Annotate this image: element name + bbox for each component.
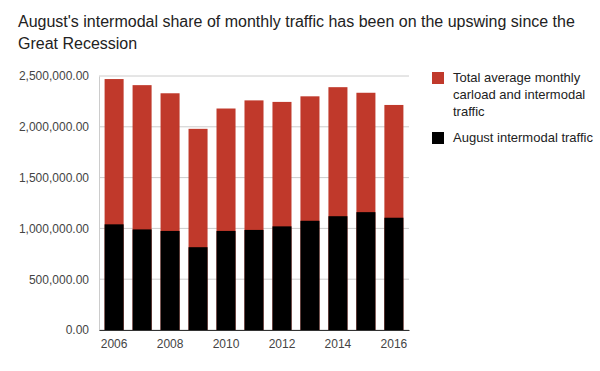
bar xyxy=(217,109,236,330)
x-tick-label: 2016 xyxy=(381,337,408,351)
bar xyxy=(244,230,263,330)
bars xyxy=(105,79,404,330)
bar xyxy=(300,96,319,330)
bar xyxy=(133,229,152,330)
bar xyxy=(105,224,124,330)
y-tick-label: 0.00 xyxy=(66,323,90,337)
x-axis-line xyxy=(100,330,410,331)
x-tick-label: 2014 xyxy=(325,337,352,351)
bar xyxy=(161,93,180,330)
legend-label: August intermodal traffic xyxy=(453,130,593,145)
bar xyxy=(244,100,263,330)
bar xyxy=(356,212,375,330)
y-tick: 2,000,000.00 xyxy=(19,120,99,134)
y-tick: 2,500,000.00 xyxy=(19,69,99,83)
x-tick-label: 2012 xyxy=(269,337,296,351)
bar xyxy=(384,218,403,330)
y-tick-label: 500,000.00 xyxy=(29,273,89,287)
x-tick-label: 2006 xyxy=(101,337,128,351)
legend-label: Total average monthlycarload and intermo… xyxy=(453,70,585,119)
bar xyxy=(272,102,291,330)
chart: August's intermodal share of monthly tra… xyxy=(0,0,600,371)
grid xyxy=(99,76,409,330)
y-axis-line xyxy=(99,77,100,331)
legend-swatch xyxy=(432,132,444,144)
x-tick: 2010 xyxy=(213,330,240,351)
y-tick: 1,000,000.00 xyxy=(19,222,99,236)
y-axis: 0.00 500,000.00 1,000,000.00 1,500,000.00 2,… xyxy=(19,69,100,337)
x-tick: 2014 xyxy=(325,330,352,351)
x-tick: 2008 xyxy=(157,330,184,351)
grid-line xyxy=(99,76,409,77)
plot: 0.00 500,000.00 1,000,000.00 1,500,000.00 2,… xyxy=(19,69,410,350)
y-tick: 1,500,000.00 xyxy=(19,171,99,185)
bar xyxy=(328,216,347,330)
y-tick-label: 2,500,000.00 xyxy=(19,69,89,83)
x-tick-label: 2010 xyxy=(213,337,240,351)
x-tick: 2006 xyxy=(101,330,128,351)
y-tick-label: 1,500,000.00 xyxy=(19,171,89,185)
title: August's intermodal share of monthly tra… xyxy=(18,13,575,52)
bar xyxy=(133,85,152,330)
bar xyxy=(300,221,319,330)
x-tick: 2016 xyxy=(381,330,408,351)
bar xyxy=(217,231,236,330)
series xyxy=(105,212,404,330)
bar xyxy=(328,87,347,330)
y-tick-label: 1,000,000.00 xyxy=(19,222,89,236)
bar xyxy=(189,247,208,330)
x-tick-label: 2008 xyxy=(157,337,184,351)
y-tick: 0.00 xyxy=(66,323,99,337)
bar xyxy=(356,93,375,330)
bar xyxy=(161,231,180,330)
series xyxy=(105,79,404,330)
y-tick-label: 2,000,000.00 xyxy=(19,120,89,134)
bar xyxy=(189,129,208,330)
bar xyxy=(105,79,124,330)
legend: Total average monthlycarload and intermo… xyxy=(432,70,593,145)
y-tick: 500,000.00 xyxy=(29,273,99,287)
bar xyxy=(384,105,403,330)
x-tick: 2012 xyxy=(269,330,296,351)
legend-swatch xyxy=(432,72,444,84)
bar xyxy=(272,226,291,330)
x-axis: 2006 2008 2010 2012 2014 2016 xyxy=(100,330,410,351)
